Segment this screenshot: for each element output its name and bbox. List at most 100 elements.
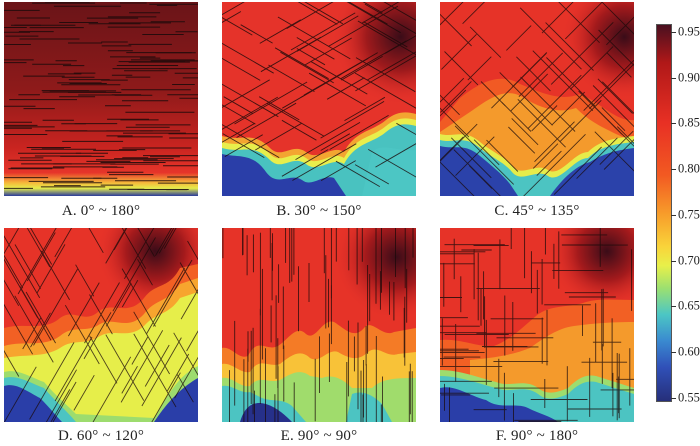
fracture-line xyxy=(329,115,389,150)
fracture-line xyxy=(4,350,20,377)
fracture-line xyxy=(444,51,479,86)
fracture-line xyxy=(367,149,416,178)
fracture-line xyxy=(180,288,198,320)
fracture-line xyxy=(303,52,378,96)
fracture-line xyxy=(592,105,634,147)
fracture-line xyxy=(105,282,132,327)
fracture-line xyxy=(354,72,416,109)
colorbar-tick xyxy=(671,351,676,353)
fracture-line xyxy=(473,139,500,166)
fracture-line xyxy=(564,2,603,40)
fracture-line xyxy=(510,73,549,112)
fracture-line xyxy=(506,25,532,51)
fracture-line xyxy=(137,258,153,286)
fracture-line xyxy=(520,76,576,132)
fracture-line xyxy=(516,56,551,92)
fracture-line xyxy=(308,72,367,107)
colorbar-tick-label: 0.70 xyxy=(678,253,700,267)
fracture-line xyxy=(151,372,181,422)
fracture-line xyxy=(64,304,100,365)
fracture-line xyxy=(462,2,485,25)
fracture-line xyxy=(222,2,245,16)
fracture-line xyxy=(266,103,324,137)
fracture-line xyxy=(541,2,574,34)
fracture-line xyxy=(357,20,416,56)
fracture-line xyxy=(344,96,386,121)
fracture-line xyxy=(30,228,53,265)
fracture-line xyxy=(511,118,539,146)
fracture-line xyxy=(54,336,93,402)
fracture-line xyxy=(455,136,495,176)
fracture-line xyxy=(296,15,359,52)
fracture-line xyxy=(599,130,634,165)
fracture-line xyxy=(440,123,478,162)
caption-f: F. 90° ~ 180° xyxy=(495,428,579,444)
colorbar-tick xyxy=(671,32,676,33)
fracture-line xyxy=(112,237,156,312)
fracture-line xyxy=(304,37,352,66)
fracture-line xyxy=(362,2,383,14)
fracture-line xyxy=(22,317,42,350)
fracture-line xyxy=(296,37,335,60)
fracture-line xyxy=(274,47,329,80)
colorbar-tick-label: 0.85 xyxy=(678,115,700,130)
fracture-line xyxy=(234,81,308,125)
fracture-line xyxy=(292,143,357,181)
fracture-line xyxy=(133,311,170,375)
fracture-line xyxy=(536,150,562,176)
colorbar-tick-label: 0.90 xyxy=(678,70,700,85)
fracture-line xyxy=(508,126,536,154)
fracture-line xyxy=(131,336,149,365)
fracture-line xyxy=(396,122,416,136)
colorbar-tick-label: 0.75 xyxy=(678,207,700,222)
fracture-line xyxy=(163,228,177,249)
fracture-line xyxy=(40,250,70,301)
panel-e-fracture-lines xyxy=(222,228,414,422)
fracture-line xyxy=(467,56,492,81)
panel-e-fracture-map xyxy=(222,228,416,422)
fracture-line xyxy=(341,55,383,81)
fracture-line xyxy=(222,122,256,143)
caption-a: A. 0° ~ 180° xyxy=(61,203,141,219)
fracture-line xyxy=(29,342,75,420)
caption-d: D. 60° ~ 120° xyxy=(57,428,145,444)
fracture-line xyxy=(550,21,614,85)
fracture-line xyxy=(4,366,37,422)
fracture-line xyxy=(440,89,467,117)
fracture-line xyxy=(601,2,634,35)
panel-d-fracture-lines xyxy=(4,228,198,422)
fracture-line xyxy=(286,2,334,29)
fracture-line xyxy=(73,374,95,411)
fracture-line xyxy=(598,29,634,67)
fracture-line xyxy=(4,235,41,299)
fracture-line xyxy=(592,85,634,128)
fracture-line xyxy=(295,122,361,160)
colorbar-tick xyxy=(671,260,676,262)
fracture-line xyxy=(281,119,317,141)
fracture-line xyxy=(290,12,356,51)
colorbar-tick-label: 0.60 xyxy=(678,344,700,359)
fracture-line xyxy=(545,22,594,71)
fracture-line xyxy=(441,33,477,70)
fracture-line xyxy=(75,264,95,297)
fracture-line xyxy=(523,133,586,196)
fracture-line xyxy=(454,125,515,185)
fracture-line xyxy=(258,96,300,121)
colorbar xyxy=(656,24,672,402)
fracture-line xyxy=(491,52,547,109)
fracture-line xyxy=(440,136,464,161)
fracture-line xyxy=(14,295,54,363)
fracture-line xyxy=(534,121,575,163)
fracture-line xyxy=(174,356,198,399)
panel-c-fracture-lines xyxy=(440,2,634,196)
fracture-line xyxy=(92,356,132,422)
fracture-line xyxy=(52,381,77,422)
colorbar-tick xyxy=(671,77,676,79)
fracture-line xyxy=(440,94,460,116)
fracture-line xyxy=(54,228,73,258)
fracture-line xyxy=(223,96,254,115)
fracture-line xyxy=(499,72,553,126)
fracture-line xyxy=(320,101,385,139)
fracture-line xyxy=(558,2,600,44)
fracture-line xyxy=(597,78,633,114)
